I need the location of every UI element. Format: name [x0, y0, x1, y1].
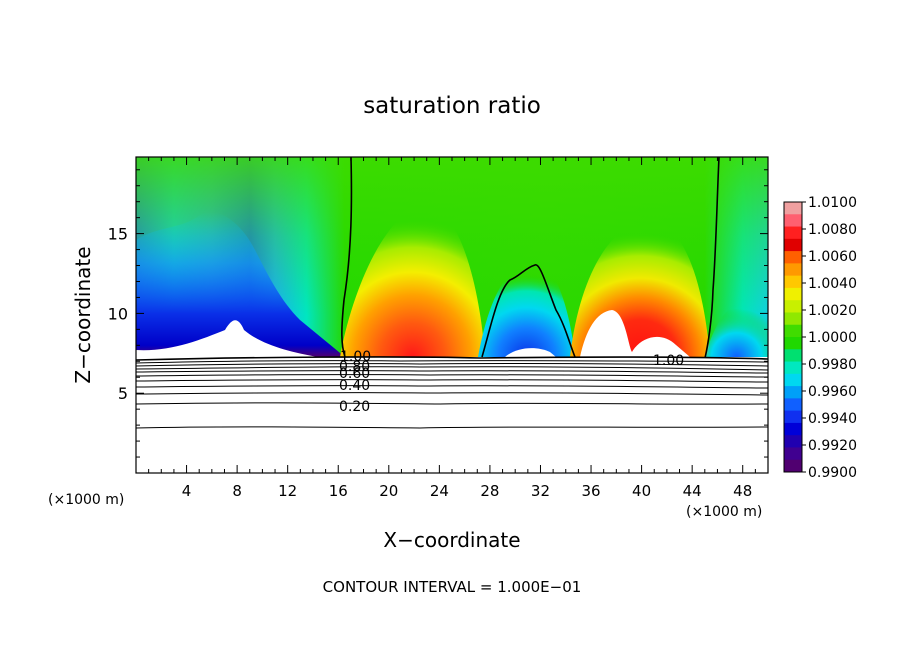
colorbar-swatch	[784, 251, 802, 264]
x-tick-label: 16	[329, 482, 348, 500]
isolines-lower	[136, 356, 768, 429]
colorbar-swatch	[784, 410, 802, 424]
colorbar-swatch	[784, 447, 802, 461]
subsaturated-band-30km	[478, 260, 575, 357]
colorbar-swatch	[784, 275, 802, 289]
x-tick-label: 8	[232, 482, 242, 500]
colorbar-swatch	[784, 459, 802, 473]
colorbar-swatch	[784, 324, 802, 338]
colorbar-swatch	[784, 337, 802, 350]
x-tick-label: 36	[581, 482, 600, 500]
colorbar-label: 1.0040	[808, 276, 857, 292]
x-tick-label: 24	[430, 482, 449, 500]
x-tick-label: 32	[531, 482, 550, 500]
contour-label: 1.00	[653, 353, 684, 369]
chart-title: saturation ratio	[363, 93, 541, 119]
colorbar-swatch	[784, 287, 802, 301]
colorbar-label: 0.9940	[808, 411, 857, 427]
supersaturated-band-24km	[340, 204, 485, 357]
contour-interval-note: CONTOUR INTERVAL = 1.000E−01	[323, 578, 582, 596]
x-unit-left: (×1000 m)	[48, 492, 124, 508]
below-range-patch	[136, 320, 318, 357]
colorbar-swatch	[784, 386, 802, 399]
colorbar-label: 0.9900	[808, 465, 857, 481]
subsaturated-region-right	[705, 296, 768, 357]
contour-label: 0.60	[339, 366, 370, 382]
x-tick-label: 44	[683, 482, 702, 500]
y-tick-label: 15	[108, 225, 128, 244]
contour-label: 0.40	[339, 378, 370, 394]
colorbar-label: 0.9960	[808, 384, 857, 400]
colorbar-swatch	[784, 349, 802, 363]
colorbar-label: 1.0100	[808, 195, 857, 211]
contour-label: 0.80	[339, 359, 370, 375]
colorbar-swatch	[784, 361, 802, 375]
y-axis: 5 10 15	[108, 169, 768, 458]
colorbar-labels: 1.0100 1.0080 1.0060 1.0040 1.0020 1.0000 0.99…	[802, 195, 857, 481]
x-tick-label: 48	[733, 482, 752, 500]
colorbar-swatch	[784, 202, 802, 215]
colorbar-swatch	[784, 435, 802, 448]
colorbar-label: 1.0000	[808, 330, 857, 346]
x-tick-label: 28	[480, 482, 499, 500]
colorbar	[783, 201, 803, 473]
y-axis-label: Z−coordinate	[71, 246, 95, 383]
contour-label: 0.20	[339, 399, 370, 415]
colorbar-swatch	[784, 214, 802, 228]
colorbar-label: 1.0020	[808, 303, 857, 319]
plot-area	[136, 157, 768, 473]
colorbar-swatch	[784, 238, 802, 252]
contour-labels: 1.00 0.80 0.60 0.40 0.20 1.00	[339, 349, 684, 415]
colorbar-swatch	[784, 300, 802, 313]
contour-label: 1.00	[340, 349, 371, 365]
colorbar-swatch	[784, 422, 802, 436]
subsaturated-region-left	[136, 211, 345, 357]
x-tick-label: 12	[278, 482, 297, 500]
colorbar-label: 1.0080	[808, 222, 857, 238]
colorbar-swatch	[784, 373, 802, 387]
colorbar-swatch	[784, 226, 802, 240]
y-tick-label: 5	[118, 384, 128, 403]
isoline-1.00	[341, 157, 720, 359]
x-axis-label: X−coordinate	[383, 528, 520, 552]
below-range-patch	[580, 310, 690, 357]
colorbar-label: 0.9920	[808, 438, 857, 454]
colorbar-swatch	[784, 312, 802, 326]
colorbar-label: 1.0060	[808, 249, 857, 265]
x-axis: 4 8 12 16 20 24 28 32 36 40 44 48	[148, 157, 756, 500]
x-tick-label: 20	[379, 482, 398, 500]
colorbar-swatch	[784, 263, 802, 277]
colorbar-swatch	[784, 398, 802, 412]
x-unit-right: (×1000 m)	[686, 504, 762, 520]
colorbar-label: 0.9980	[808, 357, 857, 373]
y-tick-label: 10	[108, 304, 128, 323]
x-tick-label: 4	[182, 482, 192, 500]
x-tick-label: 40	[632, 482, 651, 500]
